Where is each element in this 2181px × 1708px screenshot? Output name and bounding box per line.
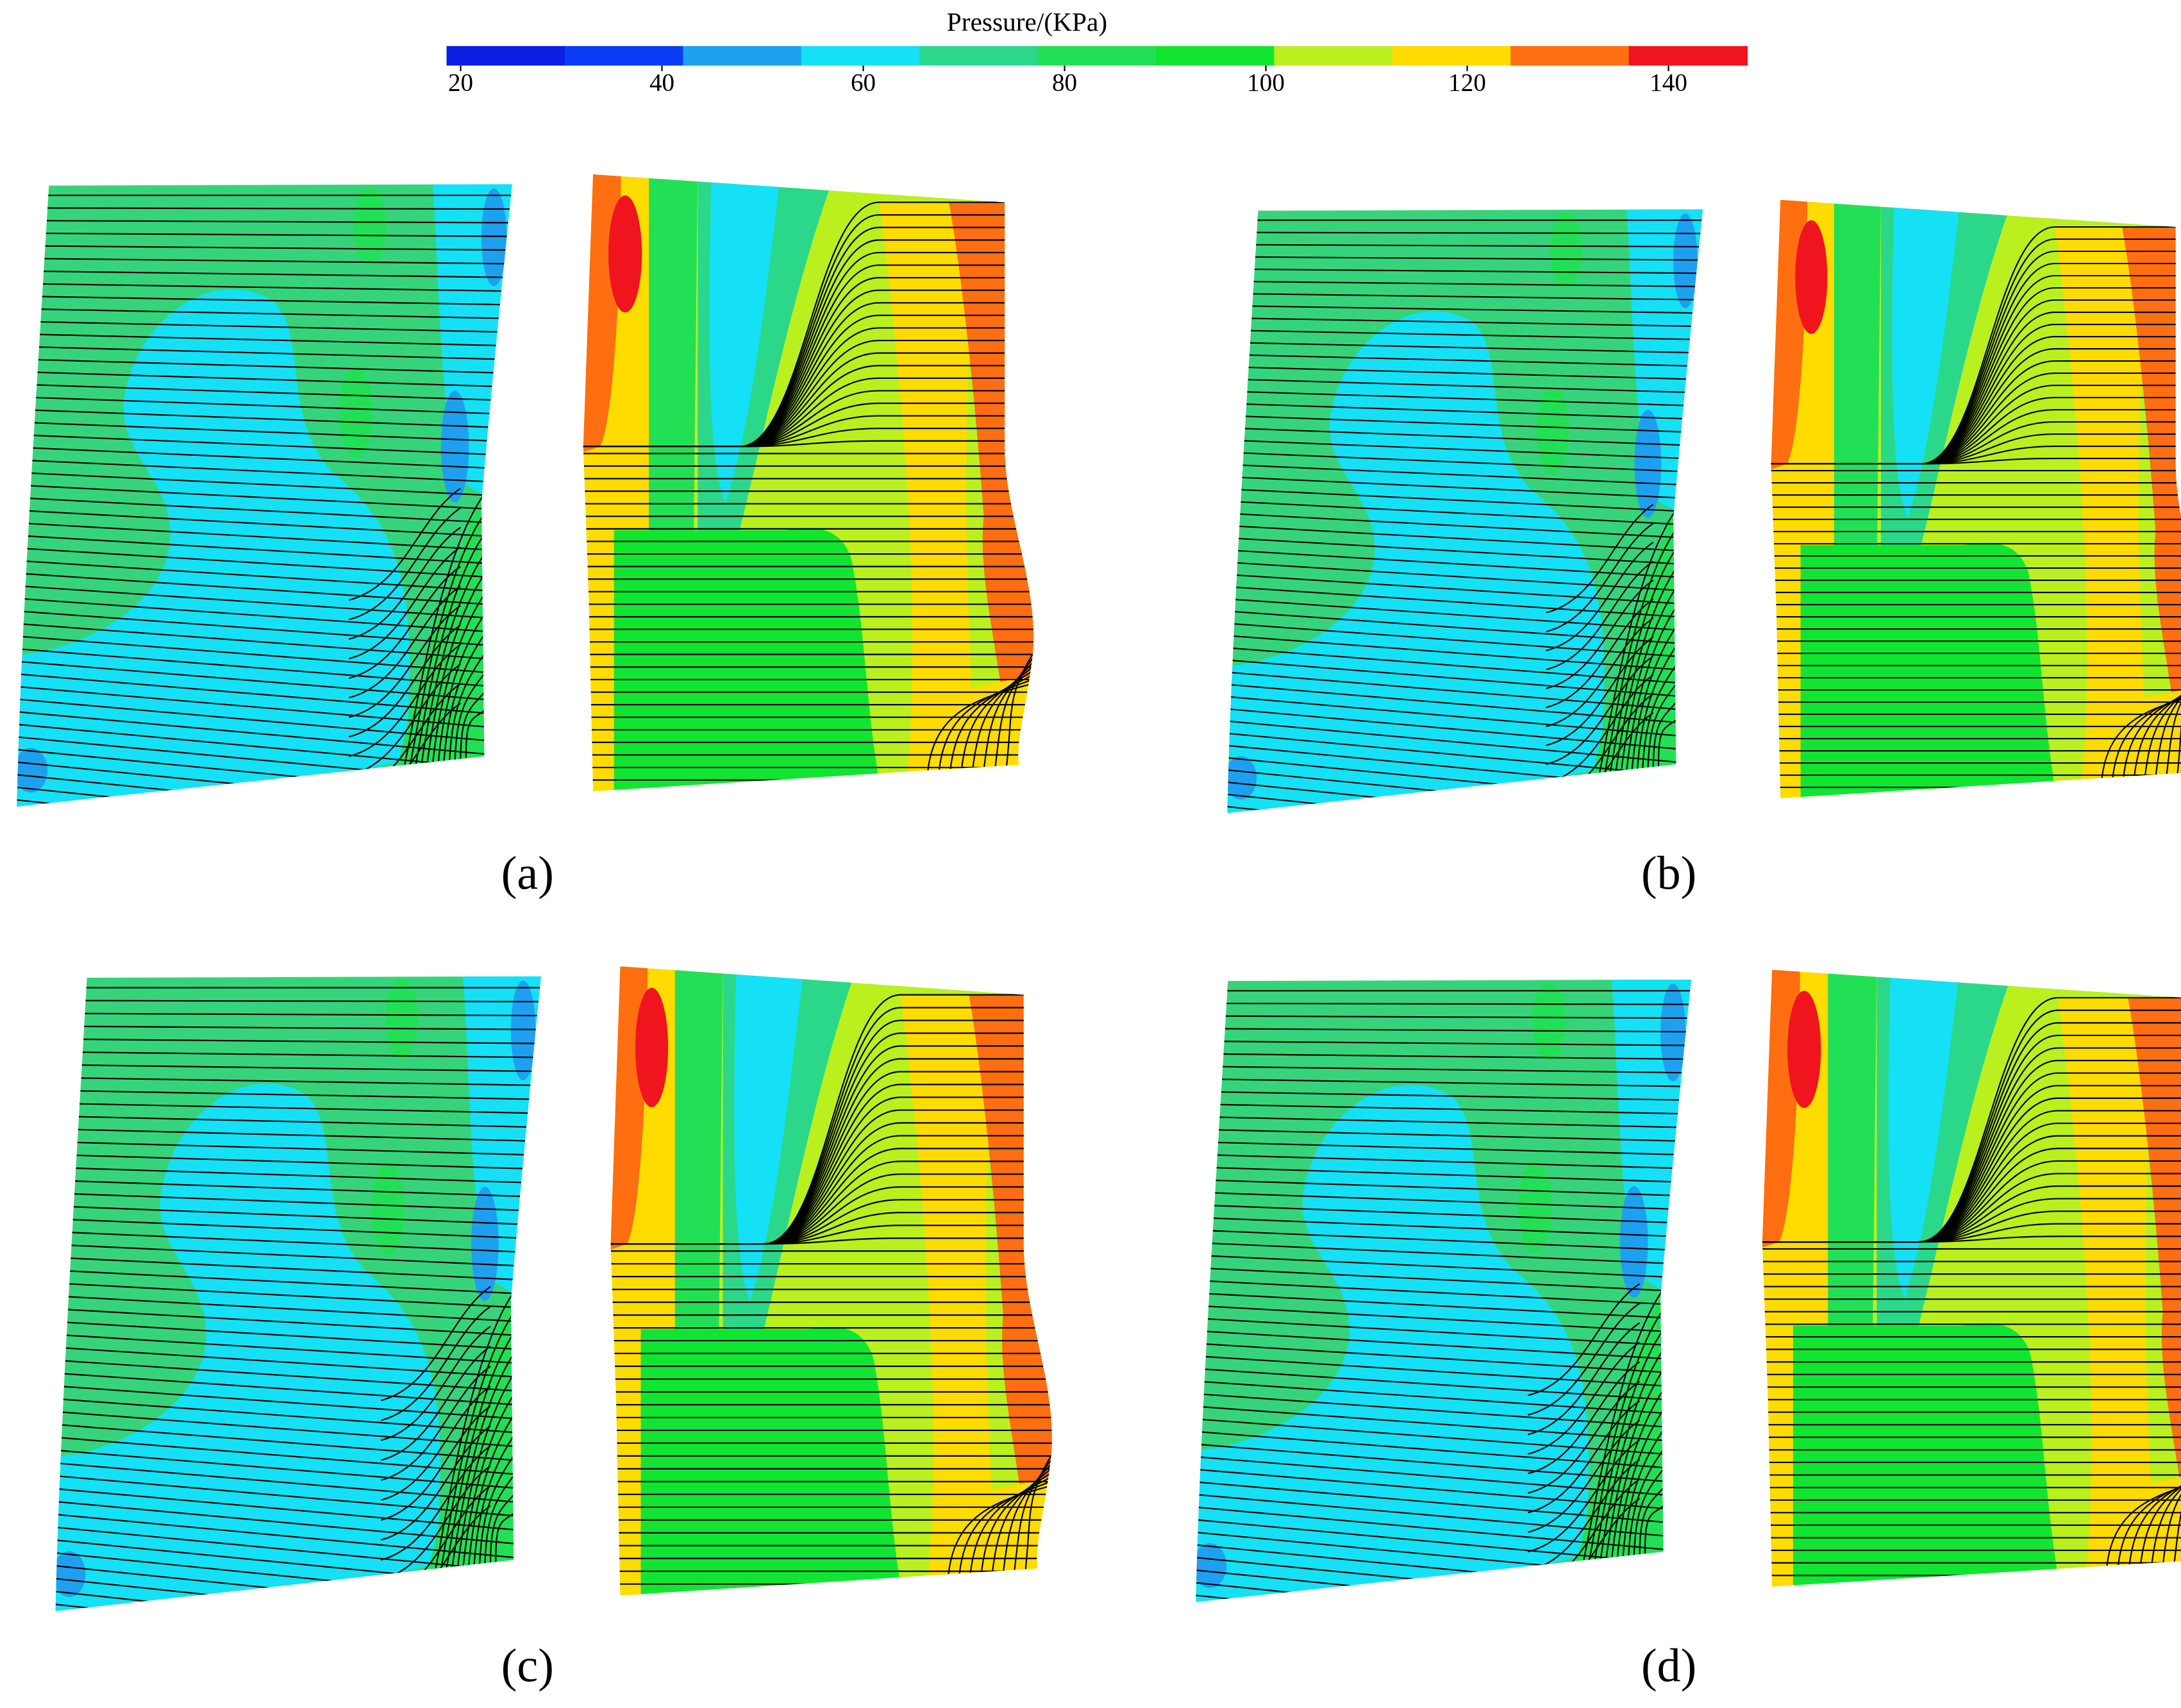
color-band [564,46,684,66]
tick-label: 120 [1448,69,1486,96]
color-band [919,46,1039,66]
tick-label: 40 [649,69,674,96]
panel-contours [39,959,1078,1677]
tick-label: 80 [1052,69,1077,96]
panel-label: (b) [1641,847,1696,900]
color-band [1274,46,1393,66]
panels: (a) (b) (c) (d) [0,167,2181,1693]
tick-label: 60 [851,69,876,96]
panel-label: (a) [501,847,554,900]
colorbar: 20 40 60 80 100 120 140 [446,46,1748,96]
panel-contours [1211,193,2181,875]
panel-contours [0,167,1060,871]
colorbar-title: Pressure/(KPa) [947,7,1107,37]
color-band [1037,46,1157,66]
color-band [683,46,802,66]
panel-contours [1179,963,2181,1666]
color-band [1510,46,1630,66]
color-band [1628,46,1748,66]
panel-label: (c) [501,1640,554,1693]
tick-label: 100 [1247,69,1285,96]
color-band [801,46,921,66]
color-band [446,46,566,66]
tick-label: 20 [448,69,473,96]
tick-label: 140 [1650,69,1687,96]
color-band [1392,46,1512,66]
color-band [1155,46,1275,66]
panel-label: (d) [1641,1640,1696,1693]
